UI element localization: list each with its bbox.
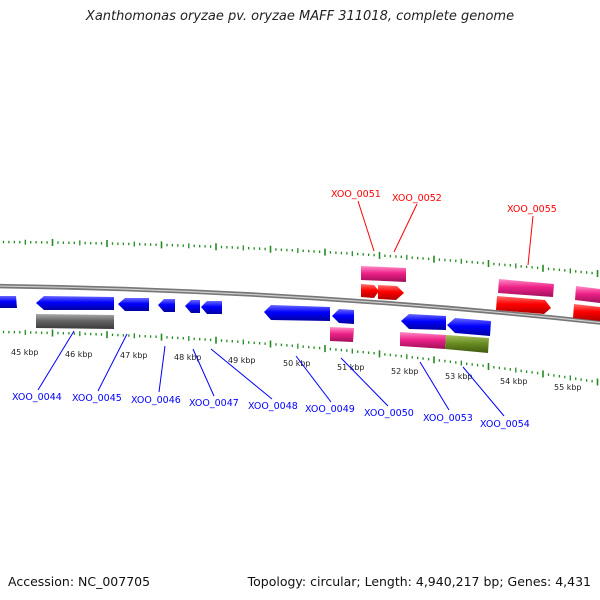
- gene-label-bottom[interactable]: XOO_0050: [364, 408, 414, 419]
- gene-arrow-0051[interactable]: [361, 284, 379, 298]
- gene-arrow-0053[interactable]: [401, 314, 446, 330]
- top-gene-labels: XOO_0051 XOO_0052 XOO_0055: [331, 189, 557, 215]
- gene-label-bottom[interactable]: XOO_0054: [480, 419, 530, 430]
- lower-tick-track: [2, 329, 599, 386]
- feature-magenta-0056[interactable]: [575, 286, 600, 303]
- genome-title: Xanthomonas oryzae pv. oryzae MAFF 31101…: [85, 9, 515, 24]
- gene-arrow-0046[interactable]: [118, 298, 149, 311]
- gene-label-bottom[interactable]: XOO_0047: [189, 398, 239, 409]
- gene-arrow-0050[interactable]: [332, 309, 354, 324]
- gene-arrow-0052[interactable]: [378, 285, 404, 300]
- kbp-label: 47 kbp: [120, 351, 148, 360]
- gene-label-top[interactable]: XOO_0051: [331, 189, 381, 200]
- gene-label-bottom[interactable]: XOO_0046: [131, 395, 181, 406]
- gene-arrow-0055[interactable]: [496, 296, 551, 314]
- kbp-scale: 45 kbp 46 kbp 47 kbp 48 kbp 49 kbp 50 kb…: [11, 348, 582, 392]
- gene-arrow-0048[interactable]: [201, 301, 222, 314]
- kbp-label: 46 kbp: [65, 350, 93, 359]
- gene-label-bottom[interactable]: XOO_0045: [72, 393, 122, 404]
- kbp-label: 45 kbp: [11, 348, 39, 357]
- bottom-gene-labels: XOO_0044 XOO_0045 XOO_0046 XOO_0047 XOO_…: [12, 392, 530, 430]
- gene-arrow-0044[interactable]: [0, 296, 17, 308]
- gene-features: [0, 266, 600, 353]
- top-callouts: [357, 200, 534, 266]
- gene-arrow-0045[interactable]: [36, 296, 114, 310]
- kbp-label: 52 kbp: [391, 367, 419, 376]
- kbp-label: 48 kbp: [174, 353, 202, 362]
- feature-magenta-0055[interactable]: [498, 279, 554, 297]
- kbp-label: 50 kbp: [283, 359, 311, 368]
- feature-magenta-0053[interactable]: [400, 332, 446, 349]
- gene-label-top[interactable]: XOO_0052: [392, 193, 442, 204]
- gene-arrow-0049[interactable]: [264, 305, 330, 321]
- accession-label: Accession: NC_007705: [8, 574, 151, 589]
- gene-label-bottom[interactable]: XOO_0048: [248, 401, 298, 412]
- kbp-label: 54 kbp: [500, 377, 528, 386]
- topology-label: Topology: circular; Length: 4,940,217 bp…: [247, 574, 591, 589]
- gene-arrow-0054[interactable]: [447, 318, 491, 336]
- feature-magenta-0051[interactable]: [361, 266, 406, 282]
- bottom-callouts: [37, 330, 505, 417]
- gene-arrow-0056[interactable]: [573, 304, 600, 321]
- gene-label-top[interactable]: XOO_0055: [507, 204, 557, 215]
- gene-label-bottom[interactable]: XOO_0053: [423, 413, 473, 424]
- upper-tick-track: [2, 239, 599, 277]
- kbp-label: 53 kbp: [445, 372, 473, 381]
- feature-olive-0054[interactable]: [445, 335, 489, 353]
- gene-label-bottom[interactable]: XOO_0049: [305, 404, 355, 415]
- gene-label-bottom[interactable]: XOO_0044: [12, 392, 62, 403]
- genome-backbone-highlight: [0, 285, 600, 324]
- kbp-label: 55 kbp: [554, 383, 582, 392]
- gene-arrow-0046b[interactable]: [158, 299, 175, 312]
- gene-arrow-0047[interactable]: [185, 300, 200, 313]
- feature-magenta-0050[interactable]: [330, 327, 354, 342]
- feature-gray-0045[interactable]: [36, 314, 114, 329]
- kbp-label: 49 kbp: [228, 356, 256, 365]
